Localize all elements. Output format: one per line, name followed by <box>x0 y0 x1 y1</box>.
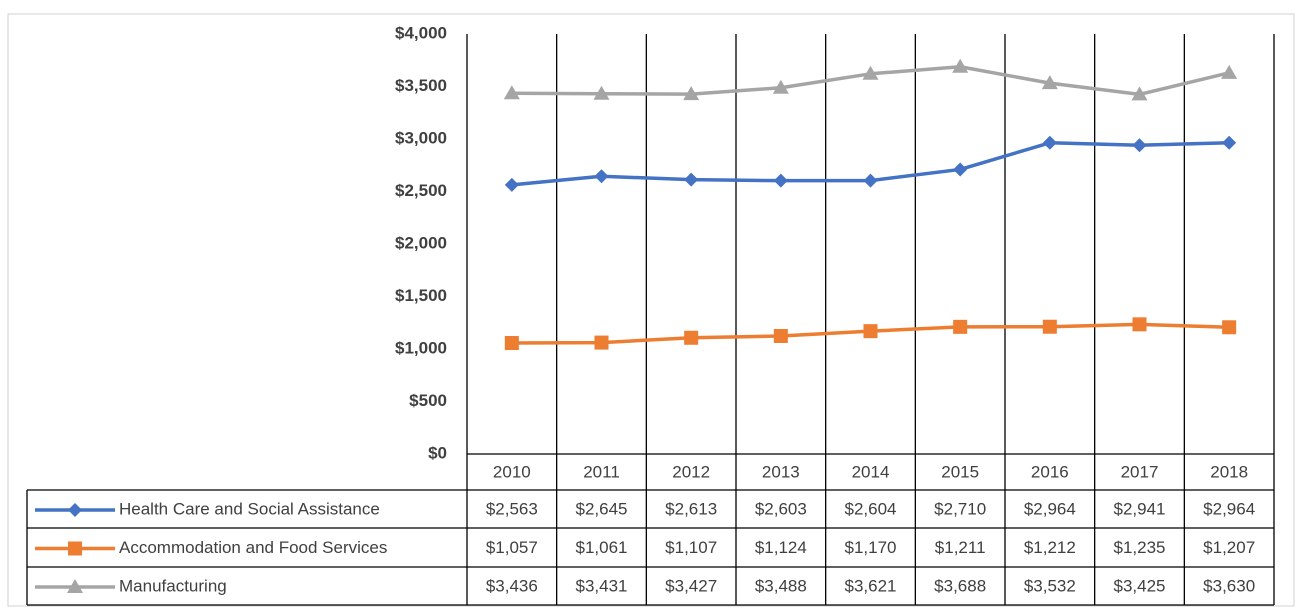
point-marker <box>773 328 788 343</box>
table-cell: $2,710 <box>934 499 986 518</box>
point-marker <box>1222 320 1237 335</box>
x-tick-label: 2012 <box>672 462 710 481</box>
point-marker <box>1131 86 1148 101</box>
table-cell: $2,603 <box>755 499 807 518</box>
y-tick-label: $2,500 <box>395 181 447 200</box>
point-marker <box>503 85 520 100</box>
chart-border <box>7 13 1295 607</box>
table-cell: $3,425 <box>1114 576 1166 595</box>
point-marker <box>593 85 610 100</box>
x-tick-label: 2010 <box>493 462 531 481</box>
table-cell: $3,630 <box>1203 576 1255 595</box>
point-marker <box>504 177 519 192</box>
y-tick-label: $1,000 <box>395 338 447 357</box>
y-tick-label: $500 <box>409 391 447 410</box>
table-cell: $2,563 <box>486 499 538 518</box>
table-cell: $2,941 <box>1114 499 1166 518</box>
x-tick-label: 2011 <box>583 462 620 481</box>
x-tick-label: 2015 <box>941 462 979 481</box>
point-marker <box>862 65 879 80</box>
table-cell: $1,207 <box>1203 538 1255 557</box>
point-marker <box>953 162 968 177</box>
table-cell: $3,436 <box>486 576 538 595</box>
table-cell: $3,532 <box>1024 576 1076 595</box>
point-marker <box>953 319 968 334</box>
x-tick-label: 2016 <box>1031 462 1069 481</box>
point-marker <box>684 172 699 187</box>
y-tick-label: $3,500 <box>395 76 447 95</box>
legend-label: Health Care and Social Assistance <box>119 499 380 518</box>
legend-key-marker <box>67 579 83 593</box>
table-cell: $1,061 <box>576 538 628 557</box>
table-cell: $2,964 <box>1024 499 1076 518</box>
table-cell: $3,621 <box>845 576 897 595</box>
table-cell: $1,212 <box>1024 538 1076 557</box>
point-marker <box>952 58 969 73</box>
table-cell: $2,645 <box>576 499 628 518</box>
point-marker <box>1042 135 1057 150</box>
point-marker <box>504 336 519 351</box>
x-tick-label: 2013 <box>762 462 800 481</box>
legend-label: Manufacturing <box>119 576 227 595</box>
point-marker <box>772 79 789 94</box>
y-tick-label: $0 <box>428 443 447 462</box>
point-marker <box>773 173 788 188</box>
table-cell: $2,964 <box>1203 499 1255 518</box>
y-tick-label: $2,000 <box>395 233 447 252</box>
point-marker <box>683 86 700 101</box>
table-cell: $3,688 <box>934 576 986 595</box>
point-marker <box>1221 64 1238 79</box>
table-cell: $1,107 <box>665 538 717 557</box>
y-tick-label: $3,000 <box>395 128 447 147</box>
table-cell: $3,488 <box>755 576 807 595</box>
point-marker <box>1041 75 1058 90</box>
point-marker <box>1222 135 1237 150</box>
x-tick-label: 2017 <box>1121 462 1159 481</box>
x-tick-label: 2014 <box>852 462 890 481</box>
point-marker <box>594 335 609 350</box>
x-tick-label: 2018 <box>1210 462 1248 481</box>
table-cell: $1,124 <box>755 538 807 557</box>
table-cell: $3,427 <box>665 576 717 595</box>
table-cell: $1,170 <box>845 538 897 557</box>
point-marker <box>1042 319 1057 334</box>
legend-label: Accommodation and Food Services <box>119 538 387 557</box>
point-marker <box>684 330 699 345</box>
point-marker <box>1132 317 1147 332</box>
point-marker <box>594 169 609 184</box>
point-marker <box>863 324 878 339</box>
table-cell: $2,613 <box>665 499 717 518</box>
point-marker <box>863 173 878 188</box>
table-cell: $2,604 <box>845 499 897 518</box>
y-tick-label: $4,000 <box>395 23 447 42</box>
table-cell: $1,211 <box>935 538 986 557</box>
table-cell: $1,235 <box>1114 538 1166 557</box>
point-marker <box>1132 138 1147 153</box>
table-cell: $1,057 <box>486 538 538 557</box>
legend-key-marker <box>68 503 82 517</box>
table-cell: $3,431 <box>576 576 628 595</box>
y-tick-label: $1,500 <box>395 286 447 305</box>
legend-key-marker <box>68 541 82 556</box>
